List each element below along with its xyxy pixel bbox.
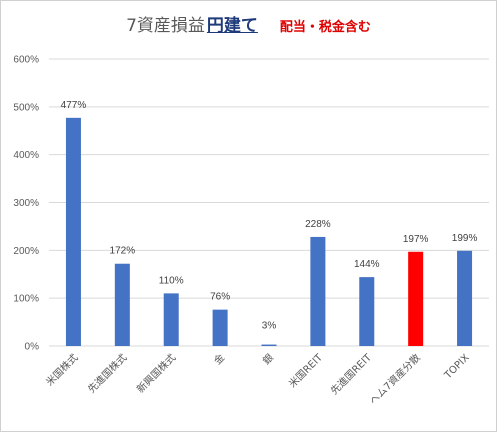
bar bbox=[114, 263, 130, 346]
x-category-label: 米国株式 bbox=[43, 351, 80, 388]
data-label: 144% bbox=[354, 259, 380, 270]
x-category-label: ヘム7資産分散 bbox=[367, 351, 423, 407]
x-category-label: 先進国株式 bbox=[85, 351, 130, 396]
y-tick-label: 300% bbox=[13, 198, 39, 209]
y-tick-label: 0% bbox=[25, 342, 40, 353]
x-category-label: 銀 bbox=[260, 351, 276, 367]
x-category-label: TOPIX bbox=[442, 352, 472, 382]
data-label: 110% bbox=[159, 275, 184, 286]
bar bbox=[163, 293, 179, 346]
bar bbox=[408, 251, 424, 346]
chart-title-note: 配当・税金含む bbox=[279, 20, 371, 35]
data-label: 3% bbox=[262, 321, 277, 332]
y-tick-label: 100% bbox=[13, 294, 39, 305]
bar bbox=[310, 236, 326, 346]
data-label: 172% bbox=[110, 246, 136, 257]
x-category-label: 米国REIT bbox=[286, 350, 326, 390]
data-label: 477% bbox=[61, 100, 87, 111]
x-category-label: 金 bbox=[211, 351, 227, 367]
data-label: 76% bbox=[210, 292, 230, 303]
chart-title-main: 7資産損益 bbox=[126, 16, 205, 36]
x-category-label: 先進国REIT bbox=[328, 351, 374, 397]
bar bbox=[261, 344, 277, 346]
data-label: 197% bbox=[403, 234, 429, 245]
y-tick-label: 200% bbox=[13, 246, 39, 257]
y-tick-label: 600% bbox=[13, 55, 39, 66]
data-label: 228% bbox=[305, 219, 331, 230]
bar bbox=[457, 250, 473, 346]
data-label: 199% bbox=[452, 233, 478, 244]
bar bbox=[212, 309, 228, 346]
y-tick-label: 500% bbox=[13, 102, 39, 113]
chart-title-emphasis: 円建て bbox=[206, 16, 258, 36]
x-category-label: 新興国株式 bbox=[134, 351, 179, 396]
bar bbox=[359, 277, 375, 346]
chart-title: 7資産損益 円建て 配当・税金含む bbox=[1, 11, 496, 39]
bar bbox=[65, 117, 81, 347]
y-tick-label: 400% bbox=[13, 150, 39, 161]
